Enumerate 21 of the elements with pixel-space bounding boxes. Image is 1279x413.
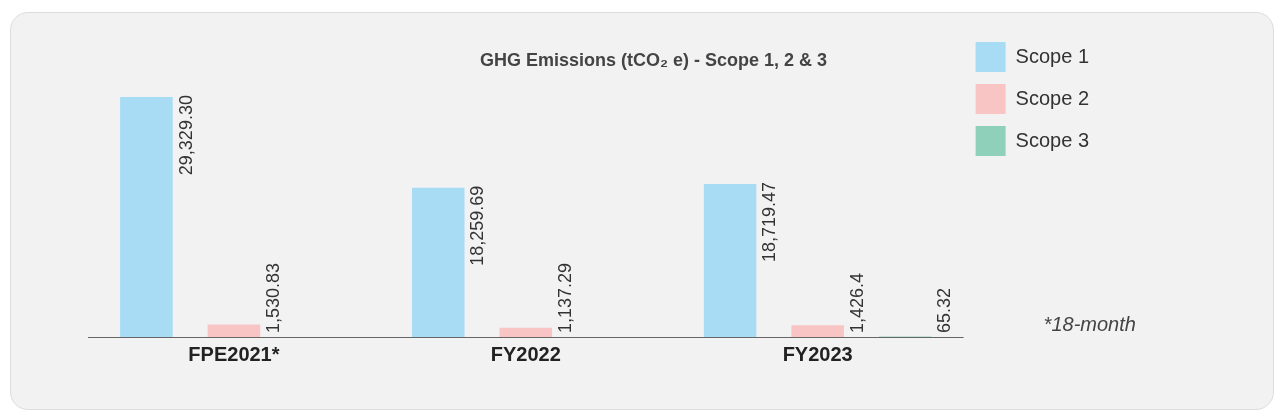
data-label: 1,530.83 [263, 262, 284, 334]
bar [703, 183, 757, 337]
data-label: 65.32 [934, 287, 955, 333]
data-label: 1,426.4 [846, 272, 867, 334]
bar [499, 327, 553, 337]
legend-label: Scope 3 [1015, 128, 1089, 151]
bar [207, 324, 261, 337]
chart-title: GHG Emissions (tCO₂ e) - Scope 1, 2 & 3 [479, 49, 828, 70]
legend-label: Scope 1 [1015, 44, 1089, 67]
bar [411, 187, 465, 337]
x-tick-label: FY2023 [782, 342, 853, 365]
bar [120, 97, 173, 337]
data-label: 18,719.47 [759, 181, 780, 262]
x-tick-label: FY2022 [490, 342, 561, 365]
data-label: 1,137.29 [555, 262, 576, 334]
legend-label: Scope 2 [1015, 86, 1089, 109]
text: *18-month [1043, 312, 1136, 335]
data-label: 29,329.30 [175, 95, 196, 176]
x-tick-label: FPE2021* [188, 342, 280, 365]
data-label: 18,259.69 [467, 185, 488, 266]
bar [791, 325, 844, 337]
